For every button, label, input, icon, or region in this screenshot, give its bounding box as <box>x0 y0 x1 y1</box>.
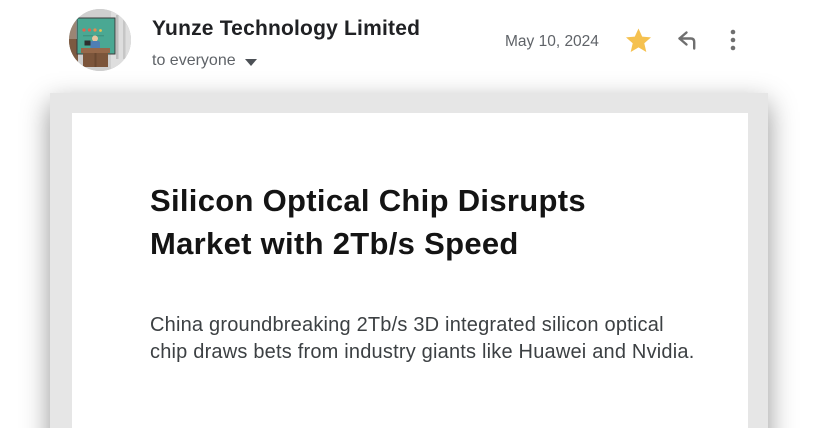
email-title-line: Market with 2Tb/s Speed <box>150 226 519 261</box>
star-button[interactable] <box>625 27 652 53</box>
reply-button[interactable] <box>676 30 699 51</box>
sender-name: Yunze Technology Limited <box>152 17 421 40</box>
email-body: China groundbreaking 2Tb/s 3D integrated… <box>150 312 694 366</box>
chevron-down-icon <box>244 58 257 66</box>
avatar-office-image <box>69 9 131 71</box>
email-title: Silicon Optical Chip Disrupts Market wit… <box>150 179 586 265</box>
reply-icon <box>678 31 696 50</box>
star-icon <box>626 28 651 52</box>
more-options-icon <box>730 29 736 51</box>
email-body-line: chip draws bets from industry giants lik… <box>150 341 695 363</box>
date-label: May 10, 2024 <box>505 33 599 50</box>
recipient-details-toggle[interactable]: to everyone <box>152 52 257 70</box>
avatar[interactable] <box>69 9 131 71</box>
email-body-line: China groundbreaking 2Tb/s 3D integrated… <box>150 314 664 336</box>
more-options-button[interactable] <box>730 29 736 51</box>
email-title-line: Silicon Optical Chip Disrupts <box>150 183 586 218</box>
email-card: Silicon Optical Chip Disrupts Market wit… <box>50 93 768 428</box>
recipient-label: to everyone <box>152 52 236 69</box>
email-content: Silicon Optical Chip Disrupts Market wit… <box>72 113 748 428</box>
